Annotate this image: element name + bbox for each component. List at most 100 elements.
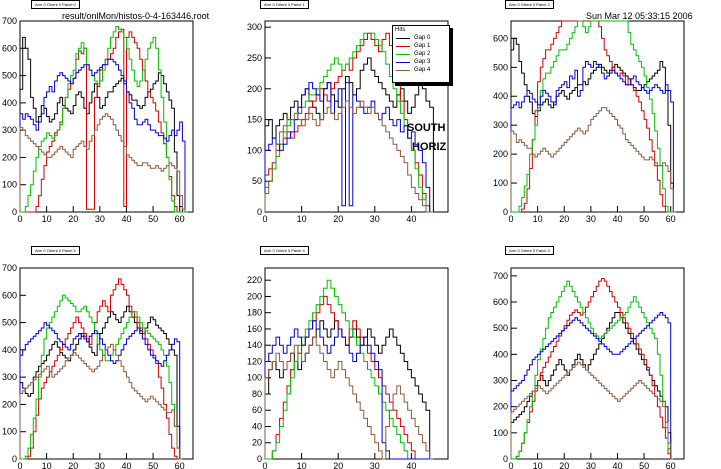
y-tick-label: 150 — [247, 115, 262, 125]
y-tick-label: 120 — [247, 356, 262, 366]
histogram-panel-0: 0 100 200 300 400 500 600 700 0 10 20 30 40 50 60 — [2, 16, 194, 224]
x-tick-label: 20 — [559, 461, 569, 469]
series-line-gap-2 — [264, 32, 434, 213]
y-tick-label: 200 — [493, 402, 508, 412]
y-tick-label: 100 — [2, 427, 17, 437]
series-line-gap-3 — [19, 58, 188, 213]
y-tick-label: 400 — [2, 345, 17, 355]
series-line-gap-2 — [20, 26, 188, 213]
x-tick-label: 10 — [533, 214, 543, 224]
y-tick-label: 100 — [493, 428, 508, 438]
x-tick-label: 40 — [406, 461, 416, 469]
panel-title-0: Arm 0 Orient 0 Panel 0 — [31, 0, 80, 9]
y-tick-label: 50 — [252, 176, 262, 186]
legend-label-0: Gap 0 — [414, 35, 431, 41]
y-tick-label: 400 — [493, 91, 508, 101]
x-tick-label: 40 — [406, 214, 416, 224]
y-tick-label: 700 — [2, 263, 17, 273]
series-line-gap-2 — [511, 20, 676, 213]
x-tick-label: 20 — [68, 214, 78, 224]
panel-title-5: Arm 0 Orient 0 Panel 5 — [31, 246, 80, 255]
y-tick-label: 300 — [2, 125, 17, 135]
y-tick-label: 200 — [2, 399, 17, 409]
series-line-gap-1 — [511, 278, 674, 460]
y-tick-label: 200 — [247, 84, 262, 94]
y-tick-label: 220 — [247, 275, 262, 285]
x-tick-label: 50 — [148, 461, 158, 469]
series-line-gap-2 — [511, 280, 674, 460]
x-tick-label: 60 — [666, 461, 676, 469]
y-tick-label: 60 — [252, 405, 262, 415]
series-line-gap-3 — [510, 61, 676, 213]
series-line-gap-2 — [265, 279, 434, 460]
x-tick-label: 40 — [612, 461, 622, 469]
histogram-panel-5: 0 100 200 300 400 500 600 700 0 10 20 30 40 50 60 — [493, 267, 685, 469]
y-tick-label: 140 — [247, 340, 262, 350]
y-tick-label: 20 — [252, 438, 262, 448]
series-line-gap-4 — [510, 361, 674, 460]
series-line-gap-3 — [264, 320, 434, 460]
y-tick-label: 0 — [257, 207, 262, 217]
y-tick-label: 600 — [493, 33, 508, 43]
y-tick-label: 80 — [252, 389, 262, 399]
x-tick-label: 20 — [333, 461, 343, 469]
plot-frame — [510, 267, 685, 460]
x-tick-label: 20 — [333, 214, 343, 224]
x-tick-label: 20 — [68, 461, 78, 469]
panel-title-3: Arm 0 Orient 0 Panel 3 — [505, 246, 554, 255]
x-tick-label: 50 — [148, 214, 158, 224]
y-tick-label: 200 — [2, 152, 17, 162]
legend-label-3: Gap 3 — [414, 59, 431, 65]
legend-label-1: Gap 1 — [414, 43, 431, 49]
y-tick-label: 0 — [12, 454, 17, 464]
legend-label-4: Gap 4 — [414, 67, 431, 73]
y-tick-label: 0 — [257, 454, 262, 464]
x-tick-label: 10 — [533, 461, 543, 469]
series-line-gap-4 — [264, 336, 434, 460]
legend-entry-2: Gap 2 — [393, 50, 449, 58]
series-line-gap-1 — [20, 278, 183, 460]
side-label: SOUTH — [407, 122, 446, 134]
y-tick-label: 200 — [493, 149, 508, 159]
y-tick-label: 600 — [2, 290, 17, 300]
x-tick-label: 0 — [17, 214, 22, 224]
series-line-gap-3 — [510, 312, 674, 460]
x-tick-label: 10 — [42, 461, 52, 469]
series-line-gap-1 — [511, 20, 676, 213]
y-tick-label: 100 — [247, 373, 262, 383]
histogram-panel-1: 0 50 100 150 200 250 300 0 10 20 30 40 — [247, 20, 449, 224]
file-path-label: result/onlMon/histos-0-4-163446.root — [62, 11, 210, 21]
x-tick-label: 40 — [612, 214, 622, 224]
x-tick-label: 30 — [370, 214, 380, 224]
series-line-gap-2 — [20, 294, 183, 460]
legend-swatch-1 — [396, 45, 410, 47]
y-tick-label: 300 — [2, 372, 17, 382]
x-tick-label: 0 — [17, 461, 22, 469]
x-tick-label: 30 — [586, 461, 596, 469]
y-tick-label: 0 — [12, 207, 17, 217]
histogram-panel-4: 0 20 40 60 80 100 120 140 160 180 200 220 0 10 20 30 40 — [247, 267, 449, 469]
legend-label-2: Gap 2 — [414, 51, 431, 57]
plot-frame — [264, 267, 449, 460]
legend-title: Hits — [395, 27, 406, 33]
y-tick-label: 500 — [493, 62, 508, 72]
x-tick-label: 10 — [297, 214, 307, 224]
x-tick-label: 30 — [586, 214, 596, 224]
legend-entry-0: Gap 0 — [393, 34, 449, 42]
x-tick-label: 0 — [508, 461, 513, 469]
panel-title-2: Arm 0 Orient 0 Panel 2 — [505, 0, 554, 9]
x-tick-label: 60 — [666, 214, 676, 224]
y-tick-label: 100 — [247, 145, 262, 155]
series-line-gap-3 — [264, 82, 434, 213]
x-tick-label: 0 — [508, 214, 513, 224]
series-line-gap-4 — [510, 107, 676, 213]
x-tick-label: 30 — [95, 214, 105, 224]
x-tick-label: 10 — [42, 214, 52, 224]
x-tick-label: 30 — [95, 461, 105, 469]
y-tick-label: 100 — [2, 180, 17, 190]
x-tick-label: 20 — [559, 214, 569, 224]
x-tick-label: 40 — [121, 214, 131, 224]
y-tick-label: 400 — [2, 98, 17, 108]
legend-entry-3: Gap 3 — [393, 58, 449, 66]
series-line-gap-3 — [19, 322, 183, 460]
